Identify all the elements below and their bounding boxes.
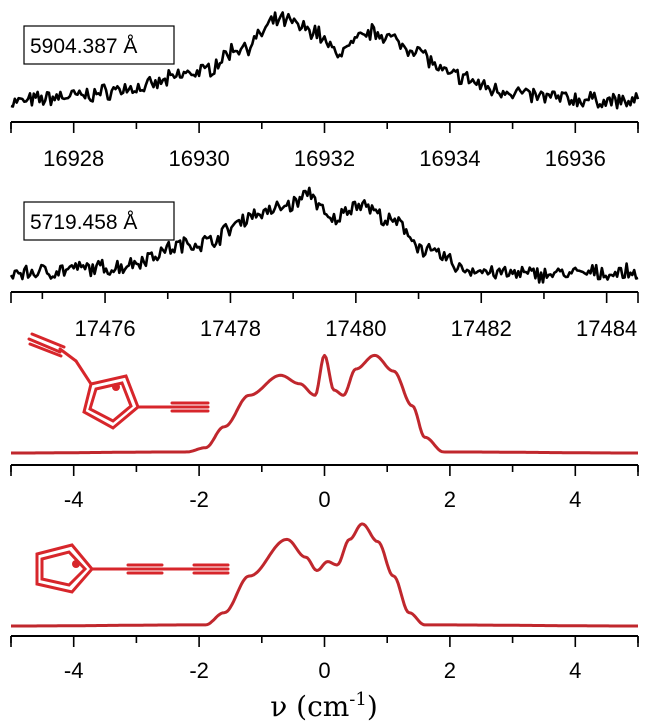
tick-label: 16932	[294, 146, 355, 171]
tick-label: 4	[569, 487, 581, 512]
panel-simulated-spectrum-2: -4 -2 0 2 4 ν (cm-1)	[10, 522, 639, 723]
simulated-trace-1	[11, 353, 638, 455]
tick-label: 0	[318, 487, 330, 512]
tick-label: 2	[444, 658, 456, 683]
tick-label: 17476	[74, 316, 135, 341]
x-axis-ticks	[10, 465, 639, 476]
tick-label: -4	[64, 487, 84, 512]
tick-label: 17482	[451, 316, 512, 341]
simulated-trace-2	[11, 522, 638, 628]
tick-label: 17480	[325, 316, 386, 341]
x-axis-tick-labels: -4 -2 0 2 4	[64, 487, 582, 512]
legend-label-5904: 5904.387 Å	[30, 35, 137, 58]
molecule-structure-1-icon	[27, 332, 210, 430]
tick-label: -4	[64, 658, 84, 683]
tick-label: -2	[189, 487, 209, 512]
molecule-structure-2-icon	[35, 543, 230, 594]
panel-simulated-spectrum-1: -4 -2 0 2 4	[10, 332, 639, 512]
tick-label: 4	[569, 658, 581, 683]
x-axis-title: ν (cm-1)	[270, 689, 378, 723]
legend-box-5904: 5904.387 Å	[23, 25, 175, 65]
panel-top-spectrum: 16928 16930 16932 16934 16936 5904.387 Å	[10, 11, 640, 171]
legend-box-5719: 5719.458 Å	[23, 201, 175, 241]
tick-label: -2	[189, 658, 209, 683]
x-axis-tick-labels: 17476 17478 17480 17482 17484	[74, 316, 637, 341]
x-axis-tick-labels: 16928 16930 16932 16934 16936	[43, 146, 606, 171]
tick-label: 2	[444, 487, 456, 512]
tick-label: 16928	[43, 146, 104, 171]
panel-second-spectrum: 17476 17478 17480 17482 17484 5719.458 Å	[9, 186, 639, 341]
x-axis-ticks	[10, 292, 639, 303]
tick-label: 16930	[169, 146, 230, 171]
spectrum-trace-5719	[9, 186, 639, 284]
legend-label-5719: 5719.458 Å	[30, 211, 137, 234]
tick-label: 16934	[419, 146, 480, 171]
spectrum-trace-5904	[10, 11, 640, 110]
tick-label: 16936	[545, 146, 606, 171]
x-axis-tick-labels: -4 -2 0 2 4	[64, 658, 582, 683]
x-axis-ticks	[10, 636, 639, 647]
tick-label: 0	[318, 658, 330, 683]
tick-label: 17478	[200, 316, 261, 341]
x-axis-ticks	[10, 122, 639, 133]
tick-label: 17484	[576, 316, 637, 341]
